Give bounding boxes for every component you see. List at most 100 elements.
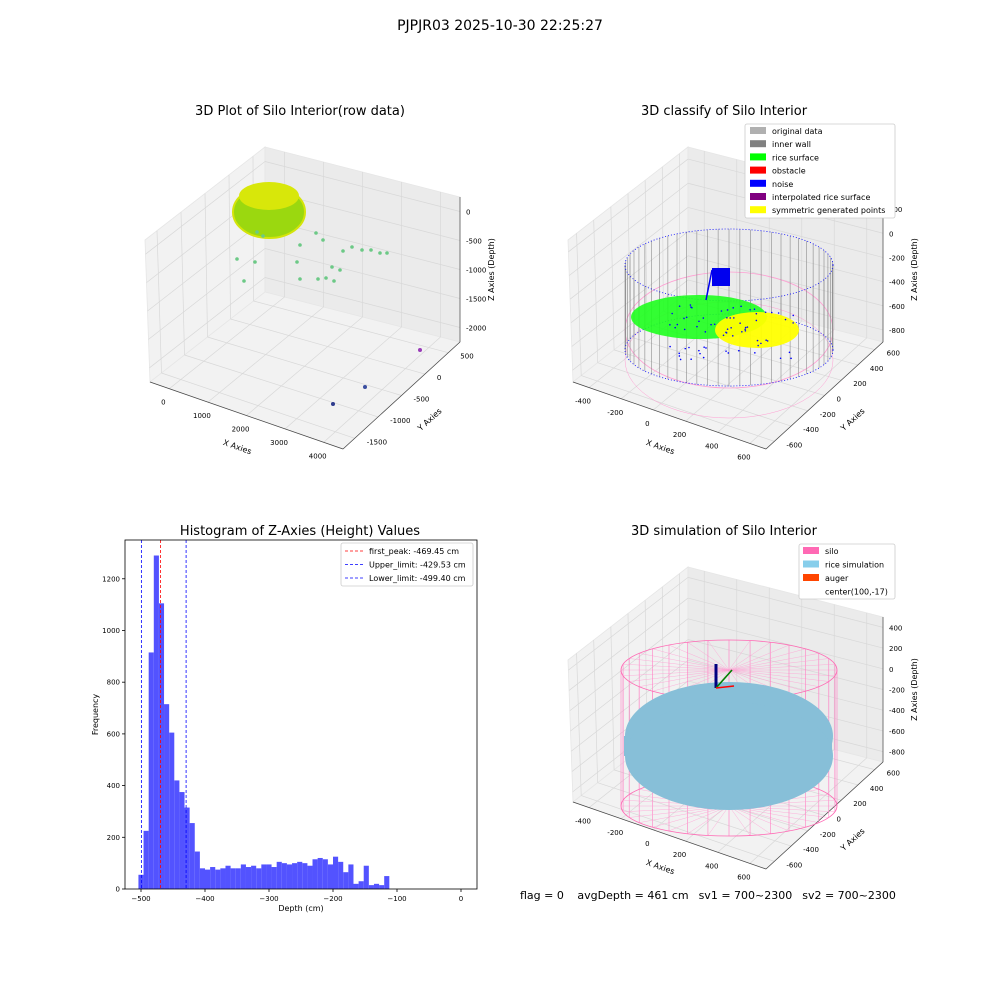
histogram-y-tick-label: 0: [116, 886, 120, 894]
classify-x-tick-label: -400: [575, 398, 591, 406]
histogram-x-axis-label: Depth (cm): [278, 904, 323, 913]
histogram-bar: [220, 868, 226, 889]
classify-y-tick-label: -200: [820, 411, 836, 419]
raw-y-gridline: [161, 372, 355, 439]
classify-y-tick-label: -400: [803, 426, 819, 434]
raw-data-point: [418, 348, 422, 352]
histogram-bar: [251, 865, 257, 889]
histogram-bar: [338, 861, 344, 889]
classify-x-tick-label: 600: [737, 453, 750, 461]
simulation-z-gridline: [568, 577, 689, 671]
status-footer: flag = 0 avgDepth = 461 cm sv1 = 700~2300…: [520, 889, 906, 902]
simulation-silo-line: [728, 805, 790, 832]
histogram-bar: [333, 856, 339, 889]
classify-symmetric-points: [715, 312, 799, 348]
classify-noise-point: [766, 340, 769, 342]
classify-noise-point: [683, 328, 686, 331]
histogram-y-tick-label: 400: [107, 782, 120, 790]
classify-y-gridline: [630, 336, 825, 396]
histogram-bar: [343, 872, 349, 889]
classify-noise-point: [757, 344, 759, 347]
raw-z-gridline: [148, 248, 266, 340]
classify-noise-point: [725, 331, 727, 334]
histogram-bar: [353, 883, 359, 889]
histogram-bar: [189, 823, 195, 889]
raw-y-gridline: [207, 336, 402, 396]
classify-y-gridline: [593, 220, 598, 363]
classify-z-gridline: [568, 158, 689, 253]
simulation-silo-line: [728, 640, 751, 671]
classify-noise-point: [739, 322, 741, 324]
simulation-y-tick-label: -400: [803, 846, 819, 854]
simulation-silo-line: [639, 653, 730, 671]
histogram-legend-label: first_peak: -469.45 cm: [369, 547, 459, 556]
histogram-y-tick-label: 200: [107, 834, 120, 842]
classify-noise-point: [744, 326, 747, 329]
simulation-silo-line: [728, 642, 771, 671]
classify-z-tick-label: 200: [889, 206, 902, 214]
simulation-z-gridline: [687, 618, 884, 670]
simulation-legend-swatch: [803, 574, 819, 581]
simulation-silo-line: [728, 805, 771, 834]
classify-noise-point: [744, 328, 746, 331]
simulation-silo-line: [623, 663, 730, 671]
histogram-bar: [225, 865, 231, 889]
classify-y-gridline: [581, 375, 775, 442]
classify-legend: [744, 123, 896, 219]
simulation-y-gridline: [581, 795, 775, 862]
histogram-bar: [373, 883, 380, 889]
classify-z-gridline: [569, 207, 689, 300]
raw-z-tick-label: 0: [466, 209, 470, 217]
classify-legend-swatch: [750, 166, 766, 174]
histogram-bar: [174, 780, 180, 889]
histogram-bar: [368, 885, 374, 889]
classify-noise-point: [749, 308, 751, 311]
raw-x-tick-label: 2000: [232, 426, 250, 434]
classify-y-tick-label: 200: [853, 380, 866, 388]
classify-noise-point: [703, 346, 705, 348]
raw-y-tick-label: 500: [460, 353, 473, 361]
raw-data-point: [324, 276, 328, 280]
simulation-silo-line: [728, 669, 806, 692]
simulation-silo-line: [728, 805, 751, 836]
classify-z-gridline: [687, 231, 884, 282]
classify-noise-point: [674, 326, 676, 329]
simulation-z-tick-label: -600: [889, 728, 905, 736]
histogram-bar: [256, 868, 262, 889]
classify-noise-point: [790, 357, 792, 360]
histogram-bar: [358, 881, 364, 889]
classify-legend-label: inner wall: [772, 140, 811, 149]
raw-data-point: [332, 279, 336, 283]
simulation-auger-axis: [715, 685, 735, 689]
simulation-z-axis-label: Z Axies (Depth): [910, 658, 919, 721]
classify-noise-point: [678, 305, 681, 307]
histogram-bar: [245, 867, 252, 889]
raw-y-tick-label: 0: [437, 374, 441, 382]
simulation-plot-title: 3D simulation of Silo Interior: [631, 524, 817, 539]
classify-noise-point: [731, 335, 734, 337]
classify-noise-point: [704, 331, 707, 333]
classify-noise-point: [713, 323, 716, 326]
simulation-legend-label: rice simulation: [825, 561, 884, 570]
simulation-y-axis-line: [765, 761, 884, 870]
simulation-z-gridline: [687, 597, 884, 649]
histogram-y-tick-label: 1200: [102, 575, 120, 583]
classify-noise-point: [679, 358, 682, 361]
classify-noise-point: [720, 310, 723, 312]
histogram-bar: [327, 864, 333, 889]
histogram-bar: [240, 864, 246, 889]
raw-data-point: [255, 230, 259, 234]
simulation-silo-line: [728, 669, 819, 687]
raw-data-point: [360, 248, 364, 252]
simulation-silo-line: [728, 653, 819, 671]
raw-data-point: [298, 243, 302, 247]
classify-legend-swatch: [750, 206, 766, 214]
histogram-y-tick-label: 600: [107, 730, 120, 738]
classify-noise-point: [779, 357, 782, 360]
raw-data-point: [295, 260, 299, 264]
classify-noise-point: [699, 352, 701, 355]
simulation-z-gridline: [568, 597, 689, 691]
classify-noise-point: [727, 352, 730, 354]
simulation-z-tick-label: -800: [889, 749, 905, 757]
